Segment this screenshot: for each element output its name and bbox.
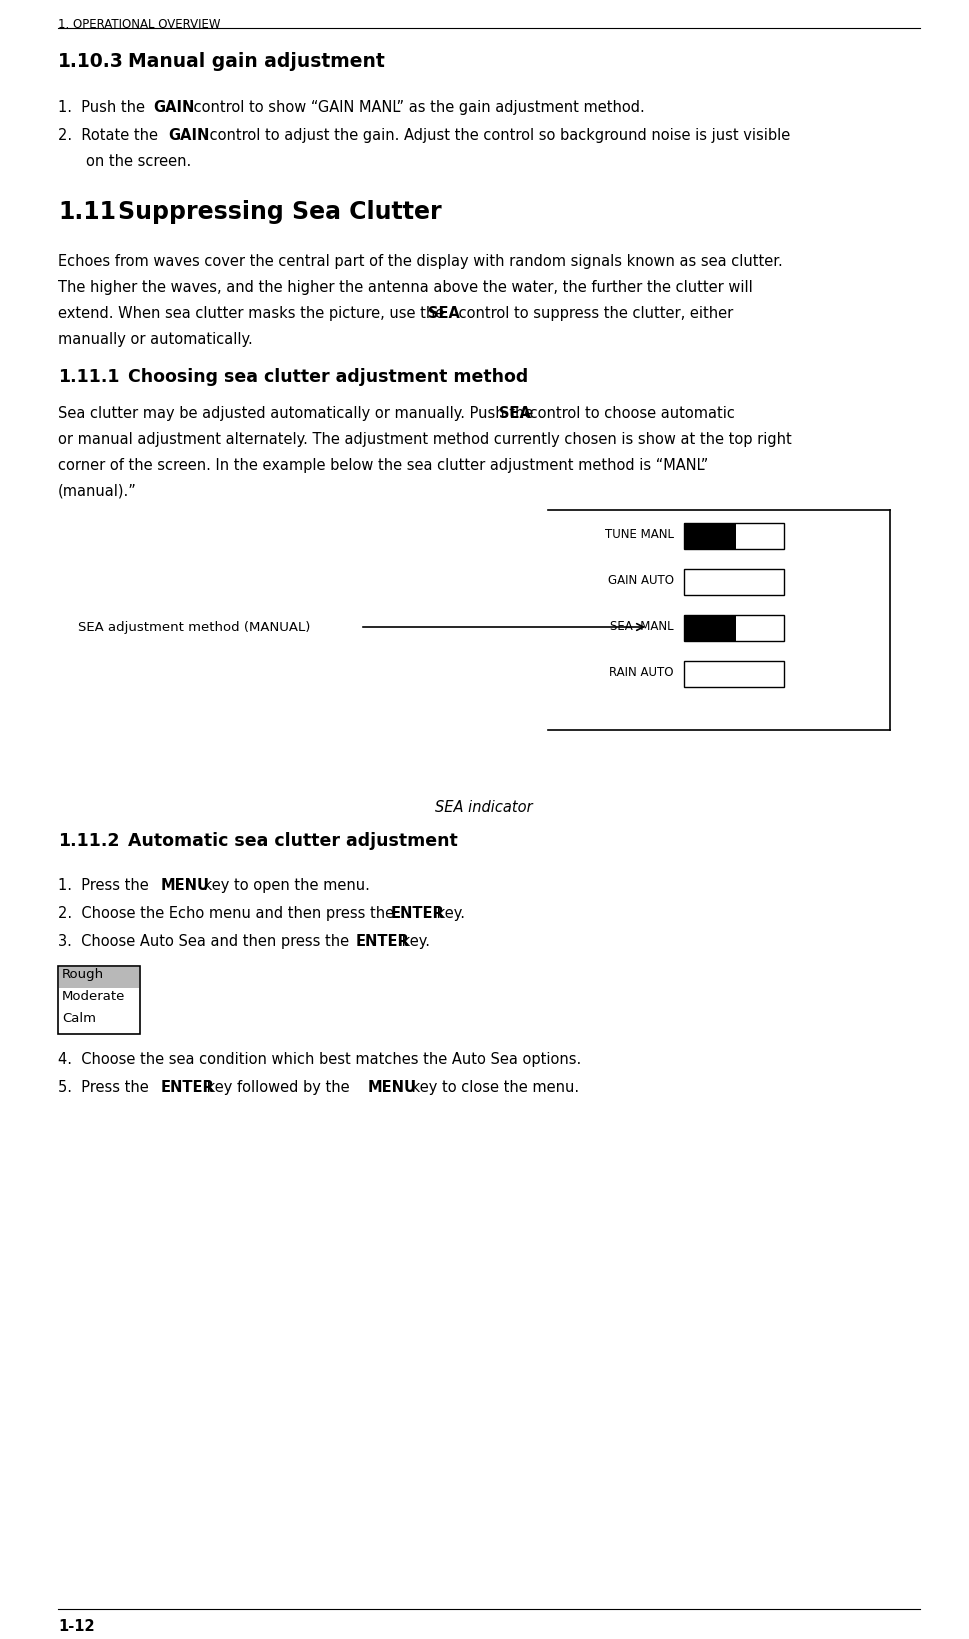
Text: 2.  Choose the Echo menu and then press the: 2. Choose the Echo menu and then press t… <box>58 906 399 921</box>
Text: Suppressing Sea Clutter: Suppressing Sea Clutter <box>118 200 442 225</box>
Text: key followed by the: key followed by the <box>202 1080 355 1095</box>
Bar <box>684 615 736 641</box>
Text: 1.10.3: 1.10.3 <box>58 52 124 70</box>
Text: RAIN AUTO: RAIN AUTO <box>610 665 674 679</box>
Text: TUNE MANL: TUNE MANL <box>605 528 674 541</box>
Bar <box>684 523 736 549</box>
Text: key to close the menu.: key to close the menu. <box>407 1080 579 1095</box>
Text: control to suppress the clutter, either: control to suppress the clutter, either <box>454 306 734 321</box>
Text: 5.  Press the: 5. Press the <box>58 1080 153 1095</box>
Text: MENU: MENU <box>368 1080 417 1095</box>
Bar <box>684 661 784 687</box>
Text: GAIN AUTO: GAIN AUTO <box>608 574 674 587</box>
Text: SEA: SEA <box>499 406 531 421</box>
Text: 1.11.1: 1.11.1 <box>58 369 119 387</box>
Text: 1.11: 1.11 <box>58 200 116 225</box>
Bar <box>58 965 140 1034</box>
Text: 4.  Choose the sea condition which best matches the Auto Sea options.: 4. Choose the sea condition which best m… <box>58 1052 581 1067</box>
Text: Moderate: Moderate <box>62 990 125 1003</box>
Bar <box>684 569 784 595</box>
Text: key.: key. <box>397 934 430 949</box>
Text: key to open the menu.: key to open the menu. <box>199 879 370 893</box>
Text: 1-12: 1-12 <box>58 1619 95 1634</box>
Text: control to adjust the gain. Adjust the control so background noise is just visib: control to adjust the gain. Adjust the c… <box>205 128 791 143</box>
Text: (manual).”: (manual).” <box>58 484 137 498</box>
Text: ENTER: ENTER <box>391 906 445 921</box>
Text: 1. OPERATIONAL OVERVIEW: 1. OPERATIONAL OVERVIEW <box>58 18 221 31</box>
Text: Rough: Rough <box>62 969 104 982</box>
Text: key.: key. <box>432 906 465 921</box>
Text: GAIN: GAIN <box>168 128 209 143</box>
Text: 1.  Push the: 1. Push the <box>58 100 149 115</box>
Text: 2.  Rotate the: 2. Rotate the <box>58 128 163 143</box>
Text: GAIN: GAIN <box>153 100 195 115</box>
Text: 1.  Press the: 1. Press the <box>58 879 153 893</box>
Text: or manual adjustment alternately. The adjustment method currently chosen is show: or manual adjustment alternately. The ad… <box>58 433 792 447</box>
Text: on the screen.: on the screen. <box>86 154 191 169</box>
Text: 1.11.2: 1.11.2 <box>58 833 119 851</box>
Text: Calm: Calm <box>62 1011 96 1024</box>
Text: MENU: MENU <box>161 879 210 893</box>
Text: The higher the waves, and the higher the antenna above the water, the further th: The higher the waves, and the higher the… <box>58 280 753 295</box>
Text: SEA: SEA <box>428 306 460 321</box>
Text: SEA adjustment method (MANUAL): SEA adjustment method (MANUAL) <box>78 621 310 634</box>
Bar <box>684 615 784 641</box>
Text: ENTER: ENTER <box>356 934 410 949</box>
Text: corner of the screen. In the example below the sea clutter adjustment method is : corner of the screen. In the example bel… <box>58 457 708 474</box>
Text: control to show “GAIN MANL” as the gain adjustment method.: control to show “GAIN MANL” as the gain … <box>189 100 644 115</box>
Text: Echoes from waves cover the central part of the display with random signals know: Echoes from waves cover the central part… <box>58 254 783 269</box>
Text: SEA  MANL: SEA MANL <box>610 620 674 633</box>
Bar <box>59 967 139 988</box>
Text: ENTER: ENTER <box>161 1080 215 1095</box>
Text: manually or automatically.: manually or automatically. <box>58 333 253 347</box>
Text: 3.  Choose Auto Sea and then press the: 3. Choose Auto Sea and then press the <box>58 934 354 949</box>
Text: extend. When sea clutter masks the picture, use the: extend. When sea clutter masks the pictu… <box>58 306 449 321</box>
Text: Choosing sea clutter adjustment method: Choosing sea clutter adjustment method <box>128 369 528 387</box>
Text: Manual gain adjustment: Manual gain adjustment <box>128 52 385 70</box>
Bar <box>684 523 784 549</box>
Text: SEA indicator: SEA indicator <box>435 800 533 815</box>
Text: control to choose automatic: control to choose automatic <box>525 406 735 421</box>
Text: Automatic sea clutter adjustment: Automatic sea clutter adjustment <box>128 833 457 851</box>
Text: Sea clutter may be adjusted automatically or manually. Push the: Sea clutter may be adjusted automaticall… <box>58 406 538 421</box>
